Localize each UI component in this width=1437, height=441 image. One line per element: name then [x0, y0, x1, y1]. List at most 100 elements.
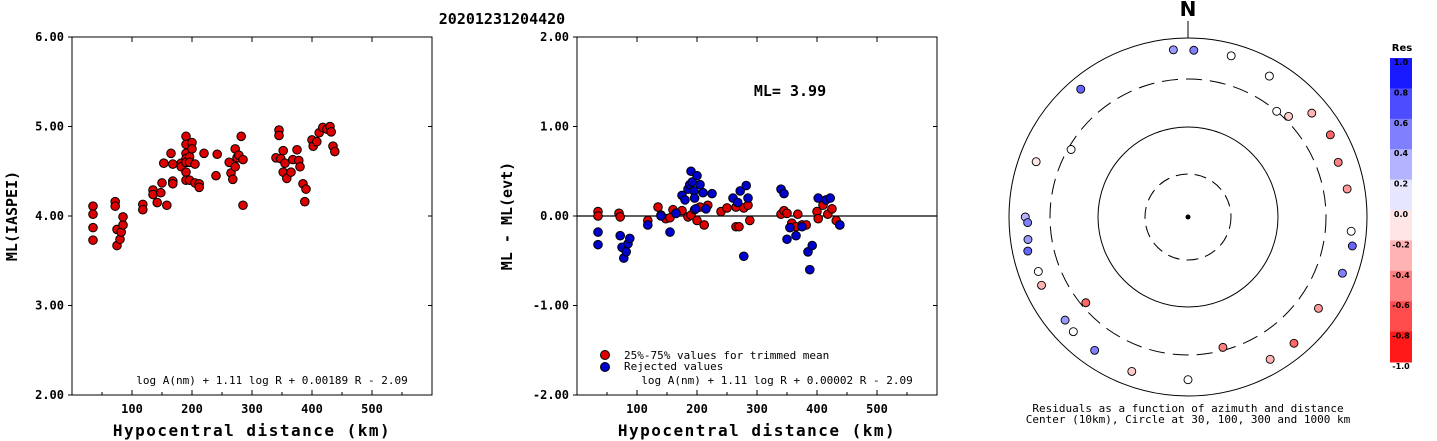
colorbar-block: [1390, 149, 1412, 181]
data-point: [236, 131, 246, 142]
data-point: [691, 204, 701, 214]
station-marker: [1346, 226, 1356, 236]
data-point: [593, 227, 603, 237]
station-marker: [1189, 45, 1199, 55]
ring-100km: [1097, 126, 1279, 308]
data-point: [230, 161, 240, 172]
y-tick-label: 6.00: [35, 30, 64, 44]
data-point: [280, 158, 290, 168]
x-ticks-1: 100 200 300 400 500: [101, 37, 403, 416]
station-marker: [1264, 71, 1274, 81]
x-axis-label-2: Hypocentral distance (km): [618, 421, 896, 440]
station-marker: [1023, 218, 1033, 228]
colorbar-tick-label: -1.0: [1392, 362, 1410, 371]
data-point: [692, 215, 702, 226]
data-point: [211, 170, 221, 181]
data-point: [807, 240, 818, 251]
colorbar-block: [1390, 58, 1412, 89]
data-point: [782, 234, 792, 245]
data-point: [621, 247, 632, 257]
data-point: [695, 179, 705, 190]
data-point: [330, 146, 340, 157]
y-tick-label: 0.00: [540, 209, 569, 223]
y-tick-label: 2.00: [35, 388, 64, 402]
data-point: [238, 200, 248, 211]
colorbar-tick-label: 0.0: [1394, 210, 1409, 219]
data-point: [152, 197, 162, 208]
station-marker: [1033, 267, 1043, 276]
panel-azimuth: N Residuals as a function of azimuth and…: [1008, 0, 1368, 426]
caption-line-1: Residuals as a function of azimuth and d…: [1032, 402, 1343, 415]
x-tick-label: 200: [181, 402, 203, 416]
data-point: [156, 187, 166, 198]
data-point: [295, 161, 305, 172]
north-label: N: [1180, 0, 1197, 21]
x-ticks-2: 100 200 300 400 500: [606, 37, 908, 416]
data-point: [194, 182, 204, 193]
data-point: [326, 127, 337, 137]
data-point: [665, 227, 675, 237]
station-marker: [1265, 354, 1275, 364]
data-point: [653, 202, 663, 212]
station-marker: [1218, 342, 1228, 352]
legend-label-trimmed: 25%-75% values for trimmed mean: [624, 349, 829, 362]
data-point: [813, 193, 824, 203]
x-tick-label: 300: [241, 402, 263, 416]
station-marker: [1068, 327, 1078, 337]
data-point: [199, 148, 209, 159]
data-point: [118, 212, 128, 222]
ml-annotation: ML= 3.99: [754, 82, 826, 100]
station-marker: [1031, 157, 1041, 167]
epicenter-marker: [1185, 214, 1191, 220]
data-point: [785, 222, 795, 233]
data-point: [827, 204, 837, 214]
colorbar-block: [1390, 240, 1412, 272]
data-point: [741, 180, 752, 191]
legend: 25%-75% values for trimmed mean Rejected…: [600, 349, 829, 373]
data-point: [805, 264, 815, 275]
data-point: [813, 213, 824, 224]
y-tick-label: -2.00: [533, 388, 569, 402]
figure-title: 20201231204420: [439, 10, 565, 28]
ring-30km: [1144, 173, 1232, 261]
colorbar-block: [1390, 210, 1412, 241]
data-point: [643, 220, 653, 230]
panel-ml-iaspei: 2.00 3.00 4.00 5.00 6.00 100 200 300 400 500 ML(…: [3, 30, 433, 440]
x-tick-label: 100: [121, 402, 143, 416]
data-point: [745, 215, 755, 226]
colorbar-blocks: [1390, 58, 1412, 363]
data-point: [835, 220, 845, 230]
x-tick-label: 400: [301, 402, 323, 416]
y-tick-label: -1.00: [533, 299, 569, 313]
y-tick-label: 4.00: [35, 209, 64, 223]
x-tick-label: 500: [361, 402, 383, 416]
x-tick-label: 300: [746, 402, 768, 416]
station-marker: [1333, 157, 1343, 167]
panel-ml-residual: -2.00 -1.00 0.00 1.00 2.00 100 200 300 400 500 M…: [498, 30, 938, 440]
data-point: [722, 203, 732, 213]
colorbar-tick-label: -0.2: [1392, 240, 1410, 249]
y-axis-label-2: ML - ML(evt): [498, 162, 516, 270]
data-point: [793, 209, 803, 220]
data-point: [212, 149, 222, 160]
data-point: [274, 130, 284, 141]
y-ticks-1: 2.00 3.00 4.00 5.00 6.00: [35, 30, 432, 402]
station-marker: [1037, 280, 1046, 290]
station-marker: [1127, 366, 1137, 376]
data-point: [88, 235, 98, 245]
data-point: [292, 144, 302, 155]
data-point: [735, 186, 746, 196]
station-marker: [1183, 375, 1193, 385]
x-tick-label: 500: [866, 402, 888, 416]
y-tick-label: 3.00: [35, 299, 64, 313]
y-ticks-2: -2.00 -1.00 0.00 1.00 2.00: [533, 30, 937, 402]
data-point: [692, 170, 702, 181]
data-point: [312, 136, 322, 147]
y-tick-label: 1.00: [540, 120, 569, 134]
colorbar-block: [1390, 331, 1412, 363]
legend-label-rejected: Rejected values: [624, 360, 723, 373]
data-point: [797, 221, 807, 232]
station-marker: [1272, 106, 1282, 116]
station-marker: [1023, 246, 1033, 256]
